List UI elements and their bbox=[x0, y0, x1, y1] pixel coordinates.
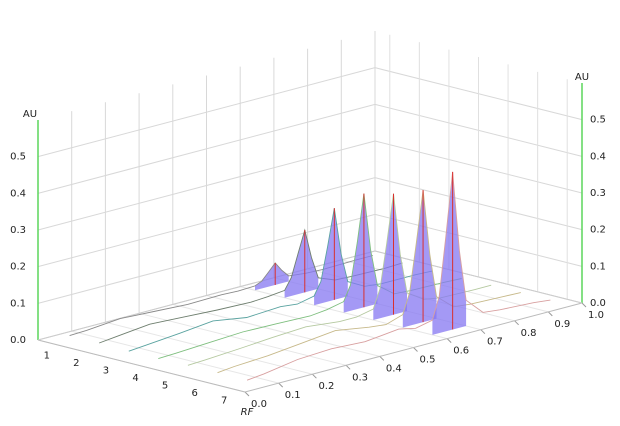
y2-tick-label: 0.4 bbox=[590, 151, 606, 162]
x-tick bbox=[413, 347, 418, 352]
grid-line bbox=[37, 67, 376, 158]
peak-area bbox=[373, 193, 407, 320]
y-tick-label: 0.3 bbox=[10, 225, 26, 236]
x-tick bbox=[244, 391, 250, 397]
y2-tick-label: 0.3 bbox=[590, 188, 606, 199]
x-tick-label: 0.0 bbox=[251, 399, 267, 410]
x-tick-label: 0.5 bbox=[420, 355, 436, 366]
x-tick bbox=[345, 364, 351, 370]
grid-line bbox=[105, 321, 313, 375]
track-label: 6 bbox=[191, 388, 197, 399]
y2-tick-label: 0.0 bbox=[590, 298, 606, 309]
x-axis-label: RF bbox=[241, 407, 254, 418]
grid-line bbox=[138, 312, 347, 366]
y2-tick-label: 0.5 bbox=[590, 115, 606, 126]
x-tick-label: 0.7 bbox=[487, 337, 503, 348]
x-tick-label: 0.1 bbox=[285, 390, 301, 401]
y2-tick-label: 0.1 bbox=[590, 261, 606, 272]
track-line bbox=[246, 171, 551, 381]
y-axis-label: AU bbox=[23, 109, 37, 120]
y-tick-label: 0.1 bbox=[10, 298, 26, 309]
grid-line bbox=[71, 330, 279, 384]
track-label: 3 bbox=[103, 366, 109, 377]
x-tick bbox=[480, 329, 486, 335]
x-tick-label: 0.8 bbox=[521, 328, 537, 339]
x-tick bbox=[581, 302, 587, 308]
x-tick-label: 0.9 bbox=[554, 319, 570, 330]
peak-area bbox=[343, 193, 378, 313]
track-label: 1 bbox=[44, 351, 50, 362]
x-axis bbox=[244, 302, 583, 393]
track-axis bbox=[37, 339, 246, 393]
x-tick-label: 0.4 bbox=[386, 363, 402, 374]
y-tick-label: 0.2 bbox=[10, 262, 26, 273]
peak-area bbox=[402, 190, 437, 328]
x-tick-label: 0.6 bbox=[453, 346, 469, 357]
y2-tick-label: 0.2 bbox=[590, 225, 606, 236]
y-tick-label: 0.0 bbox=[10, 335, 26, 346]
x-tick-label: 0.2 bbox=[318, 381, 334, 392]
floor-edge bbox=[374, 250, 583, 304]
track-label: 5 bbox=[162, 380, 168, 391]
x-tick-label: 0.3 bbox=[352, 372, 368, 383]
track-label: 4 bbox=[132, 373, 138, 384]
x-tick bbox=[446, 338, 452, 343]
y2-axis-label: AU bbox=[575, 72, 589, 83]
peak-area bbox=[284, 230, 319, 298]
x-tick-label: 1.0 bbox=[588, 310, 604, 321]
x-tick bbox=[514, 320, 519, 326]
track-label: 7 bbox=[221, 395, 227, 406]
grid-line bbox=[37, 213, 376, 304]
grid-line bbox=[37, 103, 376, 194]
peak-area bbox=[255, 263, 289, 291]
x-tick bbox=[278, 382, 284, 388]
grid-line bbox=[172, 303, 380, 357]
grid-line bbox=[37, 177, 376, 268]
track-label: 2 bbox=[73, 358, 79, 369]
floor-edge bbox=[37, 250, 376, 341]
grid-line bbox=[37, 140, 376, 231]
y-tick-label: 0.4 bbox=[10, 188, 26, 199]
y-tick-label: 0.5 bbox=[10, 152, 26, 163]
x-tick bbox=[547, 311, 553, 317]
peak-area bbox=[432, 171, 467, 335]
x-tick bbox=[312, 373, 317, 379]
peak-area bbox=[314, 208, 348, 306]
x-tick bbox=[379, 356, 385, 361]
